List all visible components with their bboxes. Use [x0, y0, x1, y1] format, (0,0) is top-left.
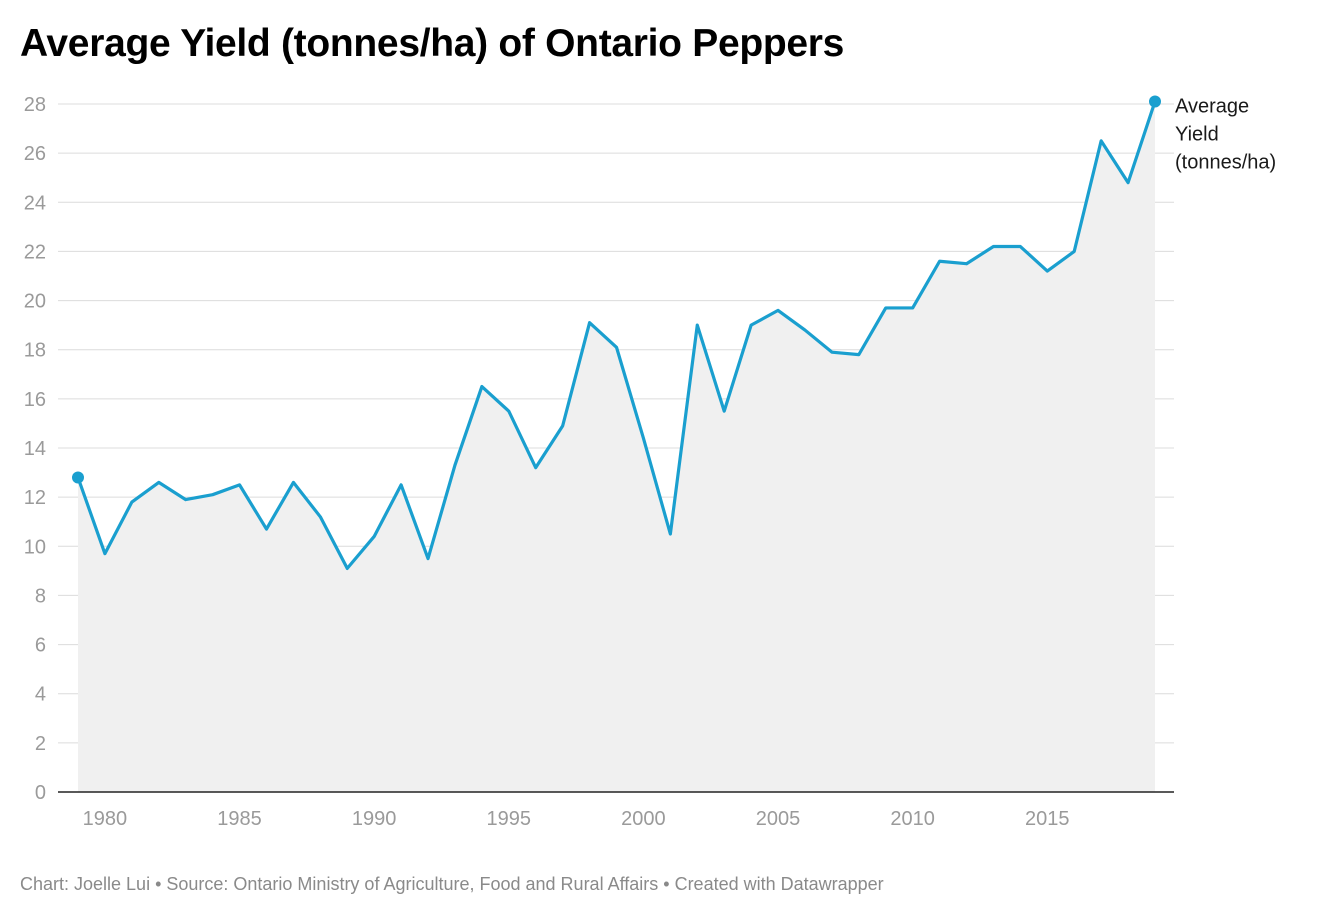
y-tick-label: 16 [24, 389, 46, 411]
y-tick-label: 2 [35, 733, 46, 755]
start-point-marker [72, 471, 84, 484]
x-tick-label: 2015 [1025, 808, 1070, 830]
y-tick-label: 14 [24, 438, 46, 460]
y-tick-label: 0 [35, 782, 46, 804]
y-tick-label: 28 [24, 94, 46, 116]
series-label: Average [1175, 96, 1249, 118]
series-label: (tonnes/ha) [1175, 152, 1276, 174]
x-tick-label: 1980 [83, 808, 128, 830]
y-tick-label: 22 [24, 241, 46, 263]
y-tick-label: 8 [35, 585, 46, 607]
line-layer [72, 95, 1161, 571]
y-tick-label: 10 [24, 536, 46, 558]
end-point-marker [1149, 95, 1161, 108]
y-tick-label: 4 [35, 684, 46, 706]
series-line [76, 99, 1157, 571]
x-tick-label: 2010 [890, 808, 935, 830]
y-tick-label: 20 [24, 291, 46, 313]
x-tick-label: 1985 [217, 808, 262, 830]
y-tick-label: 6 [35, 635, 46, 657]
y-tick-label: 12 [24, 487, 46, 509]
y-tick-label: 24 [24, 192, 46, 214]
x-tick-label: 2000 [621, 808, 666, 830]
x-tick-label: 1995 [487, 808, 532, 830]
chart-title: Average Yield (tonnes/ha) of Ontario Pep… [20, 22, 845, 65]
area-layer [78, 101, 1155, 793]
y-tick-label: 18 [24, 340, 46, 362]
y-tick-label: 26 [24, 143, 46, 165]
series-label: Yield [1175, 124, 1219, 146]
area-fill [78, 101, 1155, 793]
x-tick-label: 2005 [756, 808, 801, 830]
chart-footer: Chart: Joelle Lui • Source: Ontario Mini… [20, 874, 884, 894]
x-tick-label: 1990 [352, 808, 397, 830]
